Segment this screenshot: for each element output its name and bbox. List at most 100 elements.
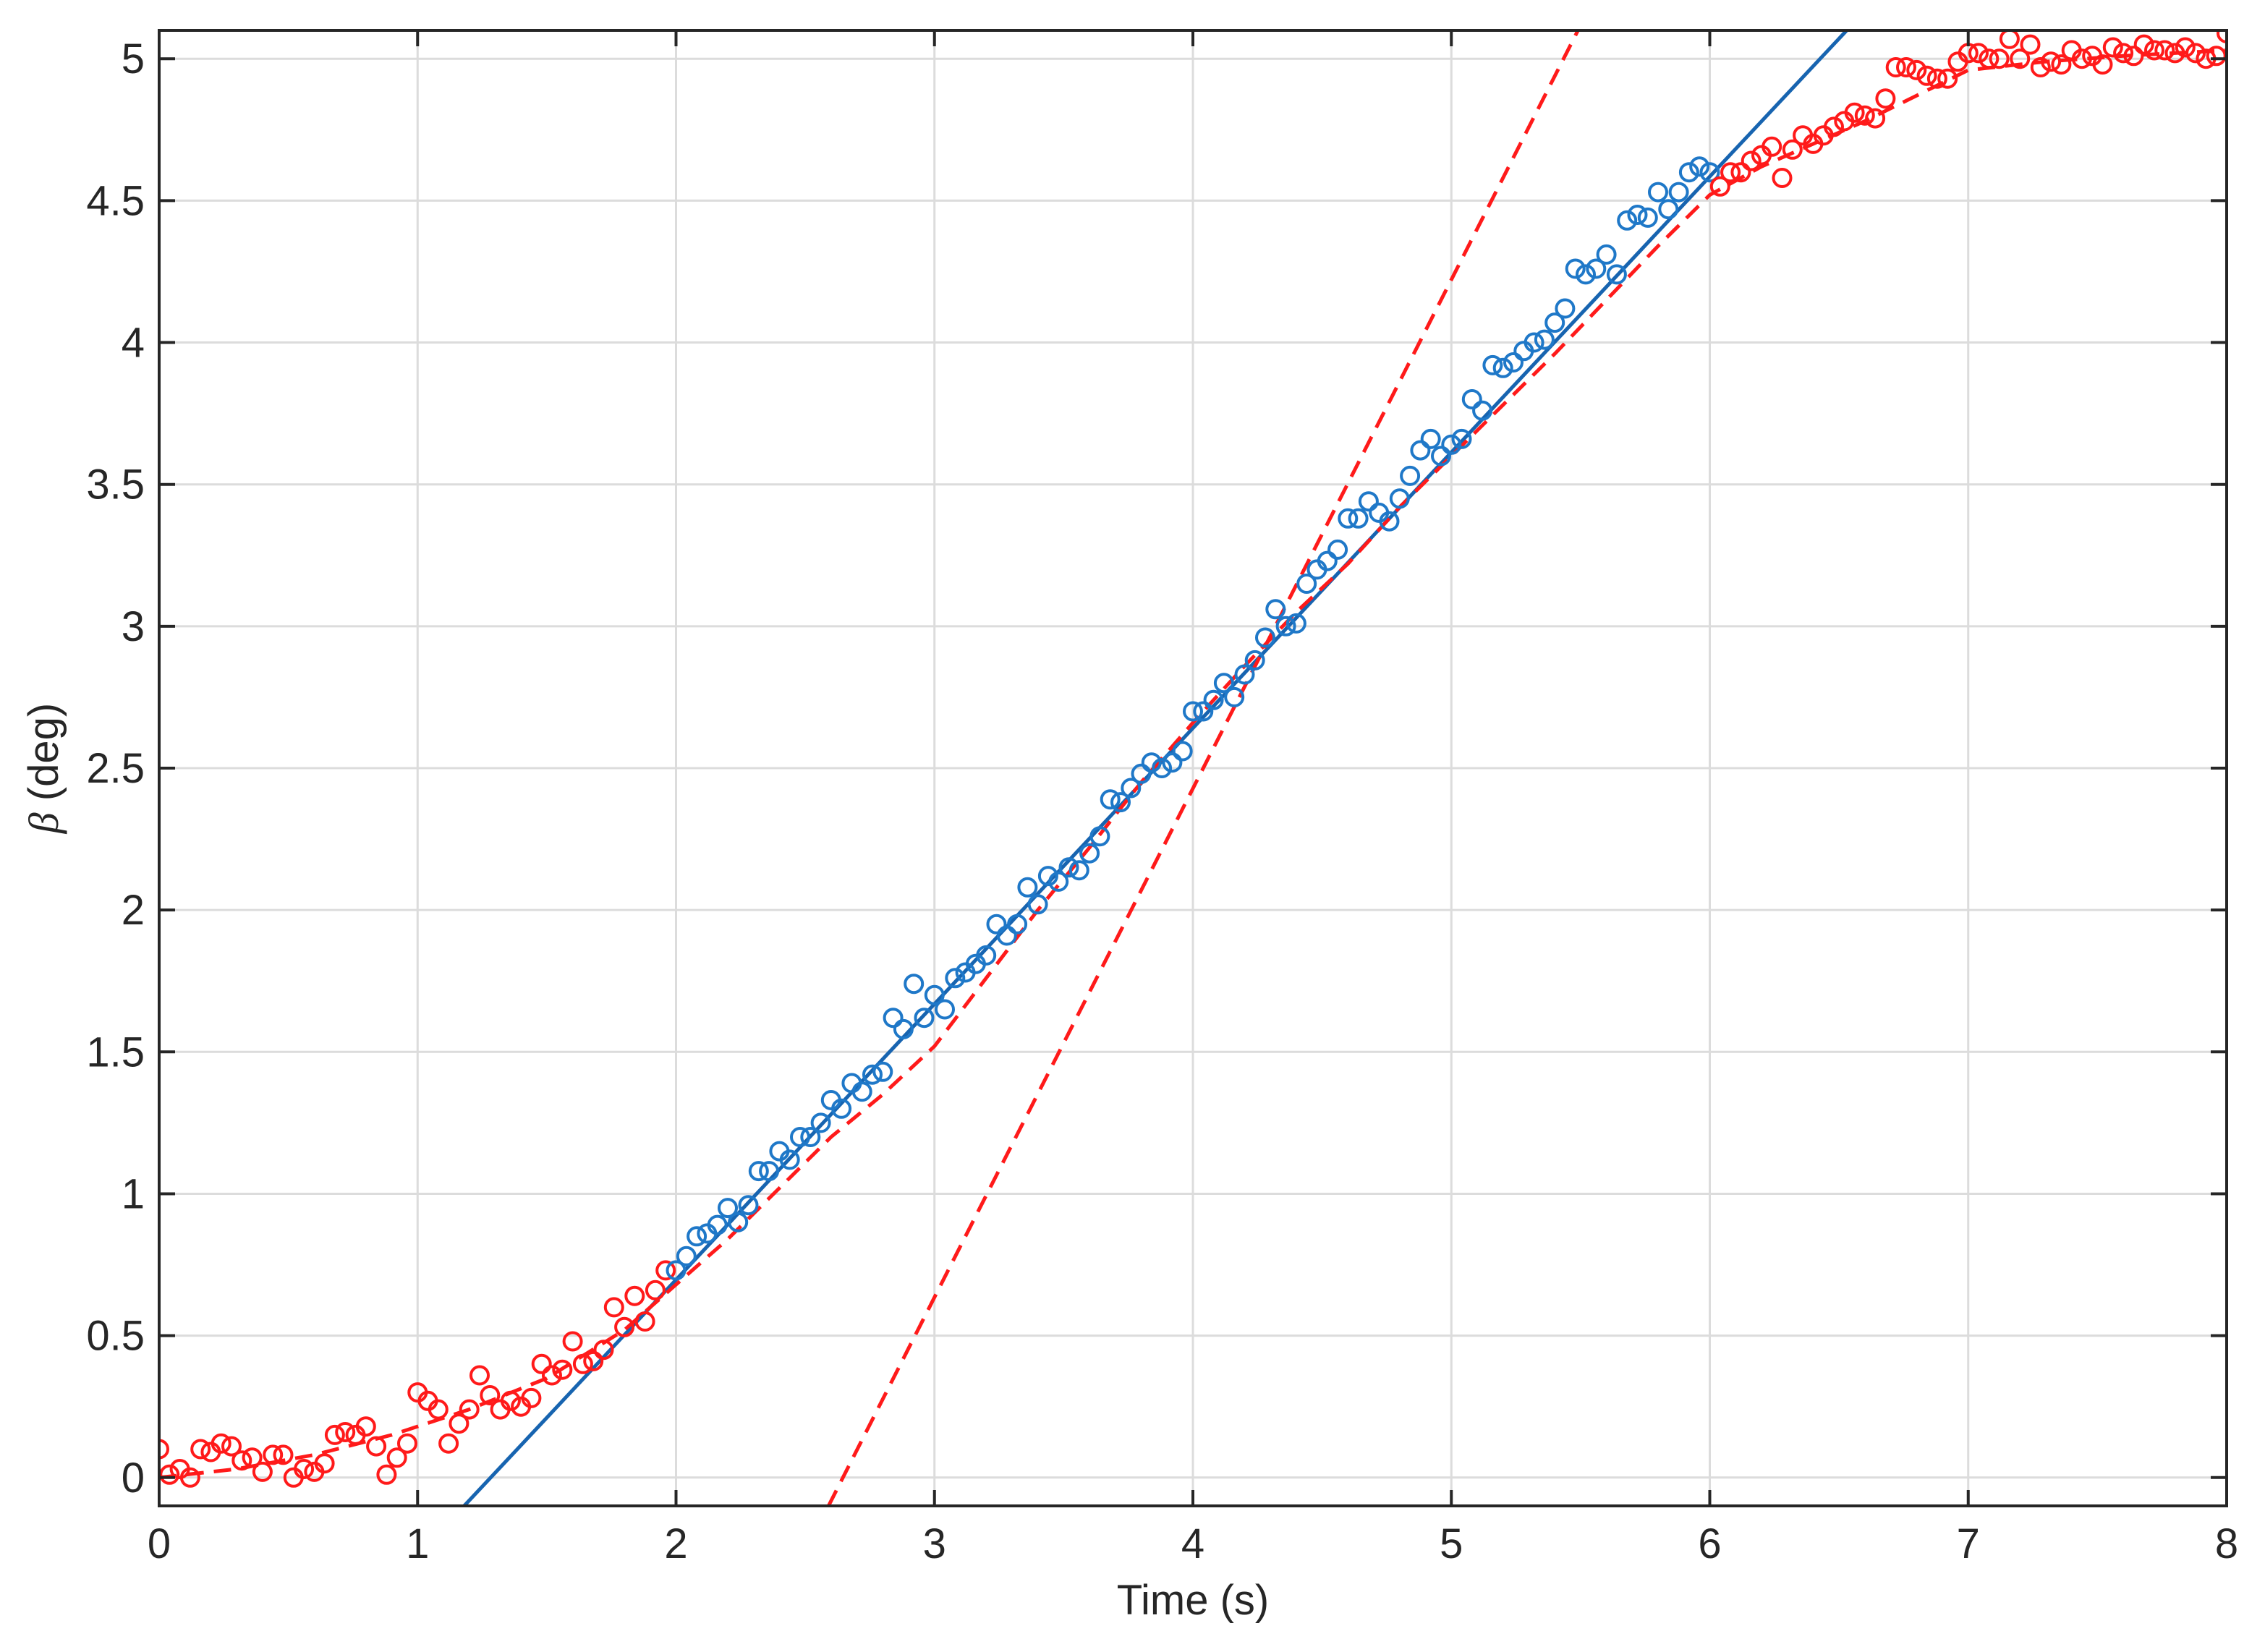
y-axis-label: β (deg) xyxy=(20,703,67,834)
data-point-blue xyxy=(904,974,925,995)
data-point-red xyxy=(542,1365,562,1386)
x-axis-label: Time (s) xyxy=(1117,1577,1269,1624)
data-point-red xyxy=(459,1399,480,1420)
data-point-red xyxy=(314,1453,335,1474)
data-point-red xyxy=(655,1260,676,1281)
data-point-blue xyxy=(1162,752,1183,773)
data-point-blue xyxy=(1089,826,1110,847)
data-point-blue xyxy=(1617,210,1638,231)
data-point-blue xyxy=(707,1214,728,1235)
data-point-red xyxy=(273,1444,294,1465)
data-point-red xyxy=(1979,48,2000,69)
x-tick-label: 4 xyxy=(1181,1520,1204,1567)
data-point-blue xyxy=(1472,400,1493,421)
data-point-red xyxy=(1916,65,1937,86)
y-tick-label: 0 xyxy=(122,1455,145,1502)
data-point-blue xyxy=(1668,182,1689,203)
data-point-blue xyxy=(1110,792,1131,813)
y-axis-label-unit: (deg) xyxy=(20,703,67,801)
data-point-red xyxy=(1999,30,2020,49)
data-point-blue xyxy=(924,984,945,1005)
data-point-blue xyxy=(1389,488,1410,509)
data-point-blue xyxy=(790,1127,810,1147)
data-point-red xyxy=(190,1439,211,1460)
data-point-blue xyxy=(1576,264,1596,285)
data-point-blue xyxy=(728,1212,749,1232)
data-point-blue xyxy=(1420,428,1441,449)
data-point-red xyxy=(500,1390,521,1411)
data-point-red xyxy=(2071,48,2092,69)
data-point-blue xyxy=(1348,508,1369,529)
data-point-red xyxy=(1968,43,1989,64)
data-point-blue xyxy=(1296,574,1317,594)
data-point-red xyxy=(2092,54,2113,75)
y-tick-label: 4 xyxy=(122,320,145,367)
data-point-red xyxy=(634,1311,655,1332)
data-point-blue xyxy=(1441,434,1462,455)
data-point-red xyxy=(221,1436,242,1457)
data-point-red xyxy=(531,1353,552,1374)
y-tick-label: 3 xyxy=(122,603,145,650)
data-point-blue xyxy=(1058,857,1079,878)
data-point-red xyxy=(179,1467,200,1488)
data-point-red xyxy=(2154,40,2175,61)
data-point-blue xyxy=(1678,162,1699,183)
data-point-blue xyxy=(1555,298,1576,319)
y-tick-label: 0.5 xyxy=(86,1313,145,1360)
data-point-red xyxy=(1824,116,1844,137)
data-point-red xyxy=(480,1385,501,1405)
data-point-red xyxy=(242,1447,263,1468)
data-point-blue xyxy=(1492,357,1513,378)
y-tick-label: 4.5 xyxy=(86,177,145,224)
data-point-blue xyxy=(1255,627,1275,648)
x-tick-label: 0 xyxy=(148,1520,171,1567)
data-point-blue xyxy=(779,1149,800,1170)
data-point-red xyxy=(231,1450,252,1471)
data-point-blue xyxy=(810,1112,831,1133)
data-point-blue xyxy=(1431,446,1451,467)
data-point-red xyxy=(2133,34,2154,55)
y-tick-label: 2.5 xyxy=(86,745,145,792)
data-point-blue xyxy=(759,1161,780,1182)
data-point-blue xyxy=(1317,550,1338,571)
plot-content xyxy=(159,30,2227,1506)
y-tick-label: 1.5 xyxy=(86,1029,145,1076)
data-point-red xyxy=(159,1464,180,1485)
data-point-red xyxy=(2164,43,2185,64)
data-point-blue xyxy=(1586,258,1607,279)
data-point-blue xyxy=(1131,763,1152,784)
y-axis-label-symbol: β xyxy=(20,812,67,834)
data-point-blue xyxy=(1482,354,1503,375)
data-point-blue xyxy=(1534,329,1555,350)
data-point-red xyxy=(1854,105,1875,126)
data-point-blue xyxy=(1689,156,1710,177)
data-point-blue xyxy=(1544,312,1565,333)
data-point-blue xyxy=(1193,701,1214,722)
data-point-red xyxy=(1844,102,1865,123)
data-point-blue xyxy=(1007,914,1028,934)
x-tick-label: 2 xyxy=(664,1520,687,1567)
data-point-red xyxy=(2102,37,2123,58)
data-point-red xyxy=(2113,43,2134,64)
data-point-red xyxy=(562,1331,583,1352)
data-point-blue xyxy=(1524,332,1544,353)
x-tick-label: 3 xyxy=(923,1520,946,1567)
data-point-red xyxy=(614,1316,635,1337)
data-point-blue xyxy=(1461,389,1482,409)
data-point-blue xyxy=(1699,162,1720,183)
data-point-blue xyxy=(986,914,1007,934)
data-point-blue xyxy=(1172,741,1193,762)
data-point-red xyxy=(1906,59,1927,80)
data-point-blue xyxy=(748,1161,769,1182)
data-point-red xyxy=(376,1464,397,1485)
data-point-blue xyxy=(1141,752,1162,773)
dashed-fit-line-4 xyxy=(827,30,1580,1506)
data-point-red xyxy=(2175,37,2196,58)
data-point-red xyxy=(355,1416,376,1437)
data-point-red xyxy=(1865,108,1886,129)
data-point-red xyxy=(1762,136,1782,157)
data-point-red xyxy=(1937,68,1958,89)
data-point-red xyxy=(1885,57,1906,77)
x-tick-label: 5 xyxy=(1440,1520,1463,1567)
data-point-red xyxy=(397,1433,417,1454)
